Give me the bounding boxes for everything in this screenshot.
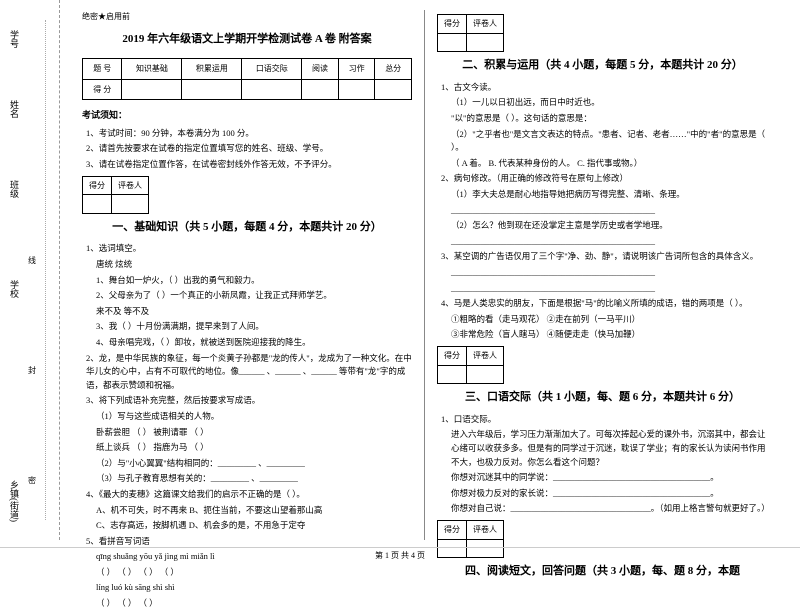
s2q1d: （ A 着。 B. 代表某种身份的人。 C. 指代事或物。） [451,157,768,171]
q3a: （1）写与这些成语相关的人物。 [96,410,412,424]
s2q2a: （1）李大夫总是耐心地指导她把病历写得完整、清晰、条理。 [451,188,768,202]
s2q1b: "以"的意思是（ ）。这句话的意思是： [451,112,768,126]
s3q1d: 你想对自己说：_________________________________… [451,502,768,516]
scorer-box: 得分评卷人 [82,176,149,214]
cut-mark: 封 [28,365,36,376]
notice-3: 3、请在试卷指定位置作答，在试卷密封线外作答无效，不予评分。 [86,158,412,172]
q1f: 4、母亲唱完戏，（ ）卸妆，就被送到医院迎接我的降生。 [96,336,412,350]
scorer-score: 得分 [83,176,112,195]
s2q1: 1、古文今读。 [441,81,768,95]
s3q1: 1、口语交际。 [441,413,768,427]
q1d: 来不及 等不及 [96,305,412,319]
q1: 1、选词填空。 [86,242,412,256]
s2q1a: （1）一儿以日初出远，而日中时近也。 [451,96,768,110]
scorer-name: 评卷人 [467,346,504,365]
s3q1a: 进入六年级后，学习压力渐渐加大了。可每次捧起心爱的课外书，沉溺其中，都会让心绪可… [451,428,768,469]
scorer-box-3: 得分评卷人 [437,346,504,384]
page-footer: 第 1 页 共 4 页 [0,547,800,561]
th-read: 阅读 [302,59,339,80]
scorer-box-2: 得分评卷人 [437,14,504,52]
binding-margin: 学号 姓名 班级 学校 乡镇(街道) 线 封 密 [0,0,60,540]
notice-2: 2、请首先按要求在试卷的指定位置填写您的姓名、班级、学号。 [86,142,412,156]
margin-label-town: 乡镇(街道) [8,480,21,522]
s3q1c: 你想对极力反对的家长说：____________________________… [451,487,768,501]
notice-title: 考试须知： [82,108,412,123]
q1c: 2、父母亲为了（ ）一个真正的小新凤霞，让我正式拜师学艺。 [96,289,412,303]
s2q1c: （2）"之乎者也"是文言文表达的特点。"患者、记者、老者……"中的"者"的意思是… [451,128,768,155]
th-write: 习作 [338,59,375,80]
scorer-name: 评卷人 [467,15,504,34]
margin-label-name: 姓名 [8,100,21,118]
th-num: 题 号 [83,59,122,80]
row-score: 得 分 [83,79,122,100]
q4b: C、志存高远，按脚机遇 D、机会多的是，不用急于定夺 [96,519,412,533]
s2q4a: ①粗略的看（走马观花） ②走在前列（一马平川） [451,313,768,327]
q1e: 3、我（ ）十月份满满期，提早来到了人间。 [96,320,412,334]
th-accum: 积累运用 [182,59,242,80]
q3b: 卧薪尝胆 （ ） 被荆请罪 （ ） [96,426,412,440]
s2q4b: ③非常危险（盲人瞎马） ④随便走走（快马加鞭） [451,328,768,342]
margin-label-school: 学校 [8,280,21,298]
scorer-score: 得分 [438,15,467,34]
left-column: 绝密★启用前 2019 年六年级语文上学期开学检测试卷 A 卷 附答案 题 号 … [70,10,425,540]
cut-mark: 密 [28,475,36,486]
right-column: 得分评卷人 二、积累与运用（共 4 小题，每题 5 分，本题共计 20 分） 1… [425,10,780,540]
s2q2b: ________________________________________… [451,204,768,218]
th-total: 总分 [375,59,412,80]
q5d: （ ） （ ） （ ） [96,597,412,611]
dotted-line [45,20,46,520]
page-container: 绝密★启用前 2019 年六年级语文上学期开学检测试卷 A 卷 附答案 题 号 … [0,0,800,540]
s2q2: 2、病句修改。（用正确的修改符号在原句上修改） [441,172,768,186]
q4: 4、《最大的麦穗》这篇课文给我们的启示不正确的是（ ）。 [86,488,412,502]
q3c: 纸上谈兵 （ ） 指鹿为马 （ ） [96,441,412,455]
scorer-name: 评卷人 [467,521,504,540]
q4a: A、机不可失，时不再来 B、扼住当前，不要这山望着那山高 [96,504,412,518]
secret-label: 绝密★启用前 [82,10,412,24]
q2: 2、龙，是中华民族的象征，每一个炎黄子孙都是"龙的传人"，龙成为了一种文化。在中… [86,352,412,393]
sec3-title: 三、口语交际（共 1 小题，每、题 6 分，本题共计 6 分） [437,388,768,407]
q5c: líng luó kù sāng shì shì [96,581,412,595]
s3q1b: 你想对沉迷其中的同学说：____________________________… [451,471,768,485]
margin-label-id: 学号 [8,30,21,48]
margin-label-class: 班级 [8,180,21,198]
th-knowledge: 知识基础 [122,59,182,80]
q3e: （3）与孔子教育思想有关的：_________ 、_________ [96,472,412,486]
q1b: 1、舞台如一炉火，（ ）出我的勇气和毅力。 [96,274,412,288]
s2q2c: （2）怎么？他到现在还没掌定主意是学历史或者学地理。 [451,219,768,233]
s2q3b: ________________________________________… [451,282,768,296]
q5b: （ ） （ ） （ ） （ ） [96,566,412,580]
sec2-title: 二、积累与运用（共 4 小题，每题 5 分，本题共计 20 分） [437,56,768,75]
q3d: （2）与"小心翼翼"结构相同的：_________ 、_________ [96,457,412,471]
q1a: 唐统 炫统 [96,258,412,272]
notice-1: 1、考试时间：90 分钟，本卷满分为 100 分。 [86,127,412,141]
sec1-title: 一、基础知识（共 5 小题，每题 4 分，本题共计 20 分） [82,218,412,237]
cut-mark: 线 [28,255,36,266]
scorer-name: 评卷人 [112,176,149,195]
s2q4: 4、马是人类忠实的朋友，下面是根据"马"的比喻义所填的成语，错的两项是（ ）。 [441,297,768,311]
q3: 3、将下列成语补充完整，然后按要求写成语。 [86,394,412,408]
scorer-score: 得分 [438,346,467,365]
s2q3a: ________________________________________… [451,266,768,280]
scorer-score: 得分 [438,521,467,540]
s2q3: 3、某空调的广告语仅用了三个字"净、劲、静"，请说明该广告词所包含的具体含义。 [441,250,768,264]
th-oral: 口语交际 [242,59,302,80]
s2q2d: ________________________________________… [451,235,768,249]
score-table: 题 号 知识基础 积累运用 口语交际 阅读 习作 总分 得 分 [82,58,412,100]
exam-title: 2019 年六年级语文上学期开学检测试卷 A 卷 附答案 [82,30,412,49]
